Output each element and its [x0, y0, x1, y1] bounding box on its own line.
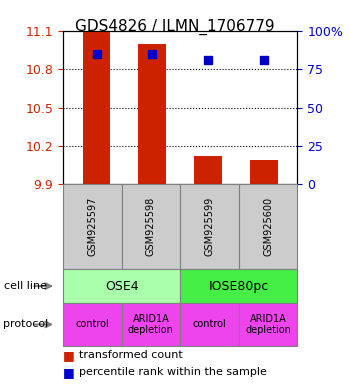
Bar	[194, 156, 222, 184]
Text: cell line: cell line	[4, 281, 47, 291]
Text: GSM925600: GSM925600	[263, 197, 273, 256]
Text: transformed count: transformed count	[79, 350, 182, 360]
Text: OSE4: OSE4	[105, 280, 139, 293]
Text: ARID1A
depletion: ARID1A depletion	[245, 314, 291, 335]
Text: IOSE80pc: IOSE80pc	[209, 280, 269, 293]
Text: control: control	[193, 319, 226, 329]
Bar	[250, 160, 278, 184]
Bar	[138, 43, 166, 184]
Text: ARID1A
depletion: ARID1A depletion	[128, 314, 174, 335]
Text: control: control	[76, 319, 109, 329]
Text: percentile rank within the sample: percentile rank within the sample	[79, 367, 267, 377]
Text: GSM925598: GSM925598	[146, 197, 156, 256]
Text: GDS4826 / ILMN_1706779: GDS4826 / ILMN_1706779	[75, 19, 275, 35]
Text: ■: ■	[63, 349, 75, 362]
Text: protocol: protocol	[4, 319, 49, 329]
Text: ■: ■	[63, 366, 75, 379]
Bar	[83, 31, 111, 184]
Text: GSM925597: GSM925597	[87, 197, 97, 256]
Text: GSM925599: GSM925599	[204, 197, 215, 256]
